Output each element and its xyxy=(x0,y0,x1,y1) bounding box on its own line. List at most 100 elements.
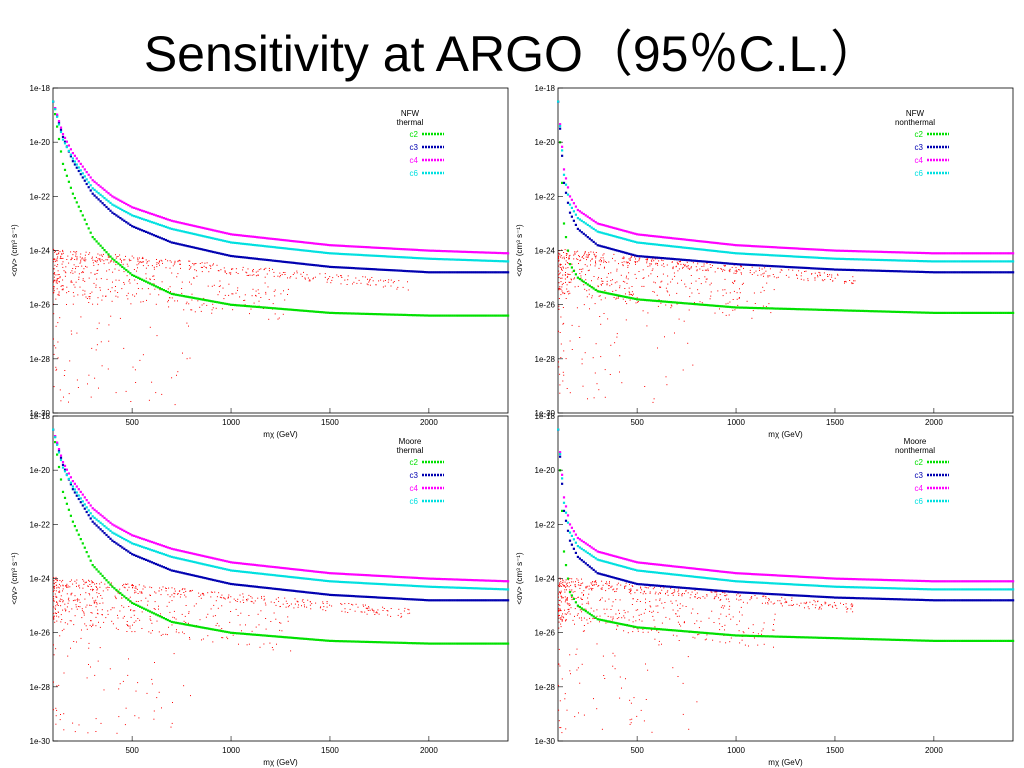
series-point-c4 xyxy=(85,171,88,174)
signal-point xyxy=(653,398,655,400)
signal-point xyxy=(216,264,218,266)
series-point-c3 xyxy=(57,121,61,124)
signal-point xyxy=(137,267,138,269)
signal-point xyxy=(397,614,399,616)
series-point-c6 xyxy=(160,552,163,555)
series-point-c4 xyxy=(350,245,353,248)
y-tick-label: 1e-26 xyxy=(30,629,51,638)
series-point-c3 xyxy=(467,271,470,274)
series-point-c2 xyxy=(630,297,633,300)
series-point-c3 xyxy=(392,269,395,272)
series-point-c2 xyxy=(271,635,274,638)
series-point-c4 xyxy=(588,217,591,220)
signal-point xyxy=(129,260,131,262)
signal-point xyxy=(595,255,597,257)
series-point-c4 xyxy=(642,233,645,237)
series-point-c6 xyxy=(772,254,775,257)
series-point-c6 xyxy=(479,259,482,262)
series-point-c4 xyxy=(824,249,827,252)
series-point-c6 xyxy=(885,259,888,262)
series-point-c3 xyxy=(650,256,653,259)
series-point-c2 xyxy=(232,631,235,634)
series-point-c3 xyxy=(362,595,365,598)
signal-point xyxy=(569,392,571,394)
signal-point xyxy=(658,260,660,262)
series-point-c4 xyxy=(885,250,888,254)
series-point-c3 xyxy=(166,567,169,570)
series-point-c6 xyxy=(172,228,175,231)
series-point-c2 xyxy=(321,639,324,642)
series-point-c2 xyxy=(202,298,205,301)
signal-point xyxy=(114,268,116,270)
signal-point xyxy=(587,398,588,400)
signal-point xyxy=(53,598,55,600)
series-point-c3 xyxy=(869,269,872,272)
series-point-c4 xyxy=(489,579,492,582)
signal-point xyxy=(733,272,735,274)
signal-point xyxy=(274,295,276,297)
signal-point xyxy=(326,601,328,602)
signal-point xyxy=(634,261,636,263)
signal-point xyxy=(706,269,708,271)
signal-point xyxy=(297,601,299,603)
series-point-c4 xyxy=(655,235,659,238)
signal-point xyxy=(76,251,78,253)
signal-point xyxy=(753,272,755,274)
signal-point xyxy=(72,254,74,256)
series-point-c4 xyxy=(182,550,185,553)
signal-point xyxy=(294,598,296,600)
signal-point xyxy=(779,271,781,273)
series-point-c6 xyxy=(867,258,870,261)
signal-point xyxy=(356,282,358,284)
series-point-c4 xyxy=(453,578,456,581)
series-point-c3 xyxy=(974,271,977,274)
signal-point xyxy=(105,295,107,297)
series-point-c6 xyxy=(903,259,906,262)
series-point-c4 xyxy=(768,245,771,249)
series-point-c2 xyxy=(841,309,845,312)
series-point-c6 xyxy=(257,572,260,575)
series-point-c2 xyxy=(251,305,254,308)
series-point-c4 xyxy=(441,578,444,581)
series-point-c4 xyxy=(429,249,432,252)
series-point-c2 xyxy=(259,634,262,637)
series-point-c6 xyxy=(685,246,688,249)
series-point-c6 xyxy=(853,258,856,261)
series-point-c4 xyxy=(756,245,759,248)
series-point-c2 xyxy=(111,257,114,260)
signal-point xyxy=(59,281,60,283)
series-point-c6 xyxy=(218,566,221,569)
signal-point xyxy=(96,602,98,604)
series-point-c4 xyxy=(117,526,120,529)
series-point-c4 xyxy=(689,239,692,242)
series-point-c2 xyxy=(113,587,116,590)
series-point-c4 xyxy=(332,572,336,575)
series-point-c2 xyxy=(420,642,423,645)
series-point-c4 xyxy=(87,173,90,176)
signal-point xyxy=(598,389,600,391)
series-point-c4 xyxy=(210,556,213,559)
series-point-c3 xyxy=(329,593,332,596)
series-point-c6 xyxy=(566,193,570,196)
series-point-c4 xyxy=(818,248,821,251)
series-point-c3 xyxy=(968,271,971,274)
signal-point xyxy=(574,251,576,253)
signal-point xyxy=(82,271,84,273)
series-point-c3 xyxy=(257,258,260,261)
signal-point xyxy=(217,607,219,609)
series-point-c6 xyxy=(319,579,322,582)
signal-point xyxy=(115,597,117,599)
series-point-c6 xyxy=(390,255,393,258)
series-point-c2 xyxy=(360,640,363,643)
signal-point xyxy=(129,627,131,629)
series-point-c4 xyxy=(396,575,399,578)
series-point-c2 xyxy=(301,309,304,312)
series-point-c2 xyxy=(808,308,811,311)
signal-point xyxy=(95,286,97,288)
series-point-c3 xyxy=(273,259,276,262)
signal-point xyxy=(81,257,83,259)
signal-point xyxy=(168,299,169,301)
legend-label-c3: c3 xyxy=(410,471,419,480)
signal-point xyxy=(54,272,56,274)
